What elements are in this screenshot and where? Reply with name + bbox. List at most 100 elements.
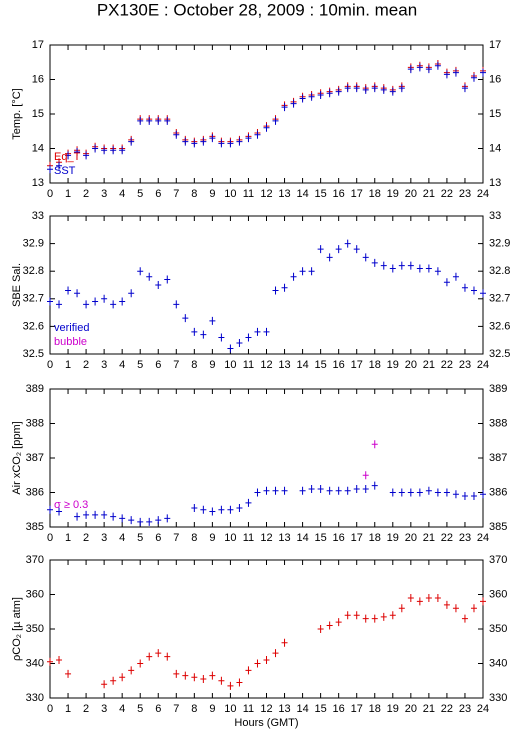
data-point [452,272,459,281]
data-point [389,87,396,96]
x-tick-label: 2 [83,703,89,715]
data-point [173,130,180,139]
x-tick-label: 6 [155,188,161,200]
data-point [326,89,333,98]
data-point [218,139,225,148]
x-tick-label: 4 [119,188,125,200]
data-point [425,65,432,74]
data-point [371,440,378,449]
data-point [119,146,126,155]
legend-entry: SST [54,165,76,177]
x-tick-label: 24 [477,703,489,715]
data-point [92,144,99,153]
x-tick-label: 4 [119,359,125,371]
x-tick-label: 19 [387,703,399,715]
x-tick-label: 15 [315,703,327,715]
data-point [461,84,468,93]
data-point [344,611,351,620]
data-point [227,139,234,148]
x-tick-label: 5 [137,703,143,715]
data-point [353,245,360,254]
x-tick-label: 23 [459,359,471,371]
x-tick-label: 7 [173,188,179,200]
y-tick-label: 16 [489,73,501,85]
data-point [308,267,315,276]
data-point [461,491,468,500]
data-point [416,488,423,497]
y-tick-label: 13 [489,177,501,189]
data-point [389,488,396,497]
data-point [416,597,423,606]
data-point [200,137,207,146]
data-point [137,267,144,276]
x-tick-label: 18 [369,532,381,544]
y-tick-label: 388 [489,417,507,429]
data-point [470,286,477,295]
data-point [407,261,414,270]
y-tick-label: 32.8 [23,265,44,277]
data-point [317,91,324,100]
plot-frame [49,388,484,528]
x-tick-label: 19 [387,188,399,200]
data-point [254,327,261,336]
data-point [191,504,198,513]
data-point [272,286,279,295]
y-tick-label: 330 [489,692,507,704]
data-point [191,673,198,682]
data-point [56,161,63,170]
y-tick-label: 32.5 [23,348,44,360]
x-tick-label: 24 [477,359,489,371]
x-tick-label: 22 [441,188,453,200]
data-point [182,314,189,323]
x-tick-label: 10 [224,532,236,544]
data-point [110,512,117,521]
data-point [434,267,441,276]
y-tick-label: 387 [26,452,44,464]
y-tick-label: 17 [489,39,501,51]
data-point [74,289,81,298]
x-tick-label: 21 [423,703,435,715]
data-point [119,673,126,682]
x-tick-label: 2 [83,532,89,544]
data-point [272,486,279,495]
data-point [317,625,324,633]
data-point [146,272,153,281]
data-point [263,327,270,336]
y-tick-label: 385 [26,521,44,533]
data-point [353,485,360,494]
x-tick-label: 17 [351,359,363,371]
x-tick-label: 5 [137,188,143,200]
x-tick-label: 22 [441,532,453,544]
data-point [227,681,234,690]
data-point [335,245,342,254]
data-point [92,510,99,519]
x-tick-label: 21 [423,532,435,544]
x-tick-label: 12 [260,359,272,371]
data-point [380,261,387,270]
x-tick-label: 1 [65,532,71,544]
y-tick-label: 32.7 [489,293,510,305]
data-point [155,649,162,658]
data-point [56,300,63,309]
data-point [344,486,351,495]
data-point [146,517,153,526]
legend-entry: bubble [54,336,87,348]
data-point [407,488,414,497]
data-point [245,498,252,507]
data-point [326,621,333,630]
data-point [173,669,180,678]
x-tick-label: 11 [243,188,254,200]
x-tick-label: 5 [137,359,143,371]
data-point [47,505,53,514]
data-point [398,261,405,270]
data-point [65,286,72,295]
x-tick-label: 9 [209,532,215,544]
x-tick-label: 17 [351,703,363,715]
data-point [146,652,153,661]
x-tick-label: 11 [243,532,254,544]
y-tick-label: 14 [489,142,501,154]
x-tick-label: 14 [296,532,308,544]
data-point [56,507,63,516]
x-tick-label: 4 [119,532,125,544]
